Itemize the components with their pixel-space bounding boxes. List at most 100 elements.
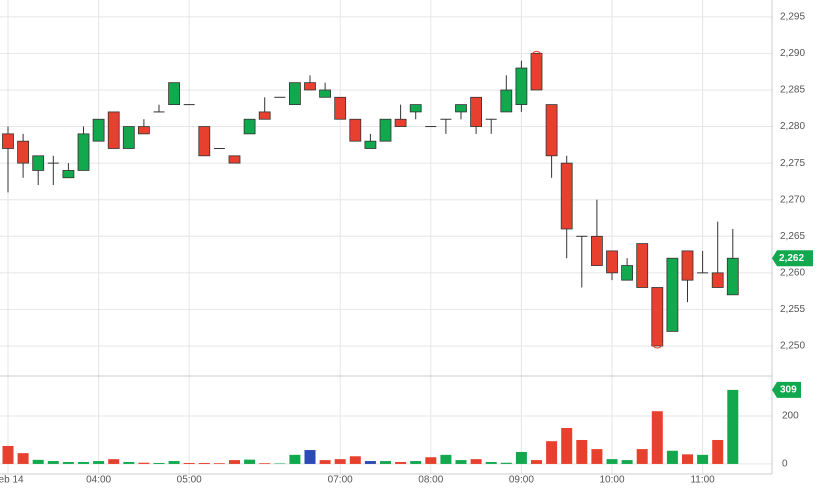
candle-body: [168, 82, 181, 106]
volume-bar: [666, 450, 678, 464]
y-tick-label: 2,250: [780, 341, 805, 352]
last-volume-label: 309: [780, 385, 797, 396]
volume-bar: [410, 461, 422, 464]
last-price-label: 2,262: [779, 253, 804, 264]
x-tick-label: 07:00: [328, 475, 353, 486]
volume-bar: [531, 460, 542, 464]
candle-body: [711, 272, 724, 288]
volume-bar: [515, 451, 527, 464]
candle-body: [32, 155, 45, 171]
volume-bar: [138, 462, 150, 464]
candle-body: [137, 126, 150, 135]
volume-bar: [395, 462, 407, 464]
volume-bar: [259, 463, 271, 464]
last-price-tag: [772, 250, 813, 267]
volume-bar: [2, 445, 14, 464]
candle-body: [243, 118, 256, 135]
volume-bar: [727, 389, 739, 464]
volume-bar: [606, 459, 618, 464]
volume-bar: [651, 411, 663, 464]
volume-bar: [93, 461, 105, 464]
x-tick-label: 10:00: [599, 475, 624, 486]
candle-body: [364, 140, 377, 149]
candle-body: [349, 118, 362, 142]
volume-bar: [168, 461, 180, 464]
y-tick-label: 2,275: [780, 158, 805, 169]
volume-tick-label: 0: [782, 459, 788, 470]
volume-bar: [621, 460, 633, 464]
candle-body: [455, 104, 467, 113]
volume-bar: [500, 462, 512, 464]
candle-body: [545, 104, 558, 157]
volume-bar: [440, 454, 452, 464]
candle-body: [379, 118, 392, 142]
y-tick-label: 2,285: [780, 85, 805, 96]
volume-bar: [153, 462, 165, 464]
x-tick-label: Feb 14: [0, 475, 24, 486]
candle-body: [394, 118, 407, 127]
x-tick-label: 09:00: [509, 475, 534, 486]
volume-bar: [561, 427, 573, 464]
candle-body: [319, 89, 332, 98]
last-volume-tag: [772, 381, 801, 398]
y-tick-label: 2,280: [780, 121, 805, 132]
candle-body: [500, 89, 513, 113]
volume-bar: [198, 462, 210, 464]
volume-bar: [636, 449, 648, 464]
candle-body: [560, 162, 573, 230]
x-tick-label: 11:00: [690, 475, 715, 486]
volume-bar: [546, 441, 558, 464]
candle-body: [726, 257, 739, 296]
volume-bar: [32, 459, 44, 464]
x-tick-label: 08:00: [418, 475, 443, 486]
candle-body: [591, 235, 603, 266]
volume-bar: [183, 462, 195, 464]
y-tick-label: 2,255: [780, 304, 805, 315]
candle-body: [409, 104, 422, 113]
candle-body: [198, 126, 211, 157]
volume-bar: [213, 463, 225, 464]
y-tick-label: 2,290: [780, 48, 805, 59]
volume-bar: [17, 453, 29, 464]
x-tick-label: 04:00: [86, 475, 111, 486]
candle-body: [288, 82, 301, 106]
volume-bar: [123, 462, 135, 464]
candle-body: [515, 67, 528, 106]
candle-body: [107, 111, 120, 149]
volume-bar: [591, 449, 603, 464]
candle-body: [530, 53, 543, 91]
candle-body: [621, 265, 633, 281]
volume-bar: [244, 459, 256, 464]
volume-bar: [229, 460, 240, 464]
volume-bar: [304, 450, 316, 464]
y-tick-label: 2,265: [780, 231, 805, 242]
volume-bar: [78, 462, 89, 464]
volume-bar: [425, 457, 437, 464]
candle-body: [77, 133, 90, 171]
volume-tick-label: 200: [782, 411, 799, 422]
volume-bar: [470, 459, 482, 464]
volume-bar: [364, 461, 376, 464]
volume-bar: [712, 439, 724, 464]
volume-bar: [682, 454, 693, 464]
y-tick-label: 2,270: [780, 194, 805, 205]
candle-body: [606, 250, 618, 274]
volume-bar: [108, 459, 120, 464]
candle-body: [62, 170, 75, 179]
volume-bar: [62, 462, 74, 464]
volume-bar: [47, 461, 59, 464]
volume-bar: [576, 439, 588, 464]
candle-body: [334, 96, 347, 120]
x-tick-label: 05:00: [177, 475, 202, 486]
volume-bar: [289, 454, 301, 464]
volume-bar: [319, 460, 331, 464]
volume-bar: [485, 462, 497, 464]
volume-bar: [349, 456, 361, 464]
candle-body: [17, 140, 30, 164]
candle-body: [92, 118, 105, 142]
candle-body: [258, 111, 271, 120]
candle-body: [228, 155, 241, 164]
high-marker: [531, 50, 542, 57]
candle-body: [666, 257, 679, 332]
